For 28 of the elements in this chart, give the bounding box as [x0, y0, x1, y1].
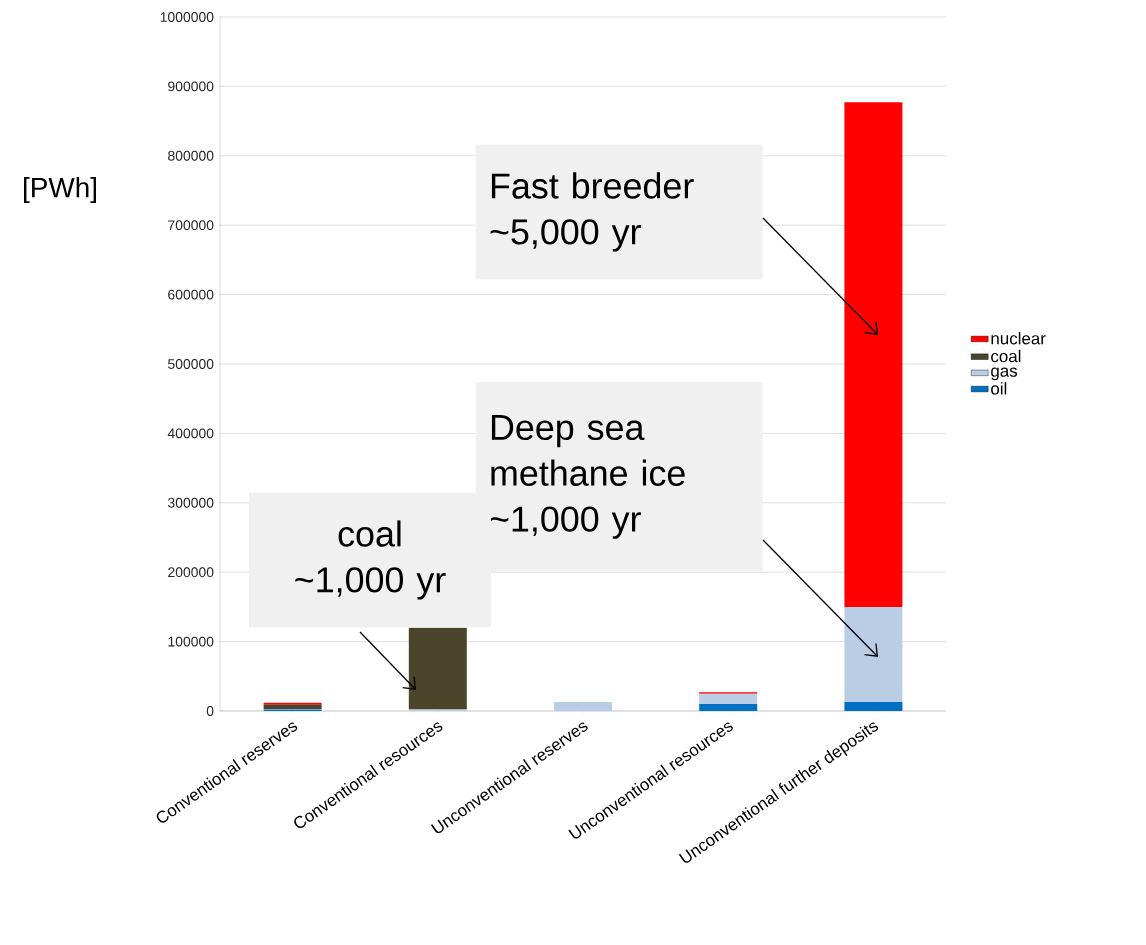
y-tick-label: 700000	[168, 220, 214, 231]
y-tick-label: 500000	[168, 359, 214, 369]
bar	[699, 704, 758, 711]
legend-label: oil	[991, 382, 1007, 395]
bar	[408, 627, 467, 710]
y-tick-label: 900000	[168, 81, 214, 92]
bar	[263, 704, 322, 709]
legend-label: coal	[991, 349, 1021, 363]
bar	[554, 701, 613, 711]
y-tick-label: 1000000	[160, 12, 214, 22]
bar	[844, 606, 903, 702]
legend-label: nuclear	[991, 332, 1046, 345]
y-tick-label: 600000	[168, 289, 214, 300]
y-tick-label: 400000	[167, 428, 214, 439]
bar	[844, 102, 903, 607]
y-tick-label: 0	[206, 706, 214, 716]
y-tick-label: 800000	[168, 150, 214, 161]
annotation: Fast breeder ~5,000 yr	[490, 172, 694, 252]
bar	[263, 702, 322, 705]
y-tick-label: 300000	[167, 497, 214, 508]
y-tick-label: 200000	[168, 567, 214, 578]
y-tick-label: 100000	[168, 636, 214, 647]
annotation: coal ~1,000 yr	[295, 520, 446, 600]
annotation: Deep sea methane ice ~1,000 yr	[490, 415, 685, 539]
bar	[699, 693, 758, 705]
y-axis-title: [PWh]	[24, 177, 96, 203]
bar	[844, 701, 903, 711]
legend-label: gas	[991, 367, 1018, 381]
